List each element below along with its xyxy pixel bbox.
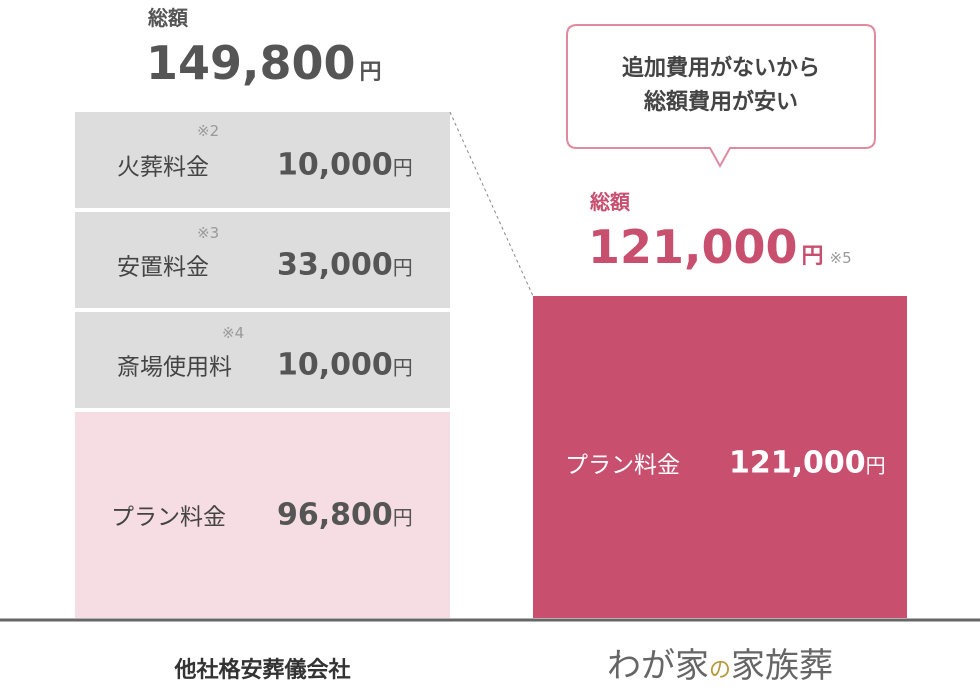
item-unit: 円 (392, 255, 413, 280)
item-row: 斎場使用料 10,000 円 (117, 347, 413, 382)
total: 149,800 円 (146, 36, 382, 90)
item-label: プラン料金 (565, 452, 680, 479)
dashed-connector (449, 111, 534, 297)
item-amount: 96,800 (277, 497, 393, 533)
brand-part: の (708, 658, 731, 683)
item-label: 斎場使用料 (117, 354, 232, 381)
total-unit: 円 (801, 244, 824, 269)
item-amount: 10,000 (277, 347, 393, 383)
total-unit: 円 (359, 60, 382, 85)
brand: わが家の家族葬 (533, 638, 907, 687)
item-amount: 121,000 (729, 445, 866, 481)
segment: ※4 斎場使用料 10,000 円 (75, 312, 450, 408)
item-amount: 10,000 (277, 147, 393, 183)
company-name: 他社格安葬儀会社 (174, 658, 351, 683)
item-row: 安置料金 33,000 円 (117, 247, 413, 282)
item-unit: 円 (865, 453, 886, 478)
item-label: 火葬料金 (117, 154, 209, 181)
segment: プラン料金 121,000 円 (533, 296, 907, 618)
item-unit: 円 (392, 505, 413, 530)
segment: ※3 安置料金 33,000 円 (75, 212, 450, 308)
callout-line: 追加費用がないから (621, 56, 820, 81)
total-amount: 121,000 (588, 220, 798, 274)
callout-bubble (566, 24, 876, 169)
total-label: 総額 (148, 6, 188, 30)
brand-part: わが家 (606, 646, 709, 686)
item-unit: 円 (392, 155, 413, 180)
item-row: 火葬料金 10,000 円 (117, 147, 413, 182)
item-row: プラン料金 121,000 円 (565, 446, 886, 481)
brand-part: 家族葬 (731, 646, 833, 686)
note: ※5 (829, 249, 852, 267)
callout-line: 総額費用が安い (643, 90, 798, 115)
total-label: 総額 (590, 190, 630, 214)
total: 121,000 円 ※5 (588, 220, 852, 274)
item-label: 安置料金 (117, 254, 209, 281)
item-amount: 33,000 (277, 247, 393, 283)
item-label: プラン料金 (111, 504, 226, 531)
note: ※3 (197, 224, 220, 242)
note: ※2 (197, 122, 220, 140)
callout: 追加費用がないから 総額費用が安い (567, 52, 875, 120)
note: ※4 (222, 324, 245, 342)
segment: ※2 火葬料金 10,000 円 (75, 112, 450, 208)
total-amount: 149,800 (146, 36, 356, 90)
item-unit: 円 (392, 355, 413, 380)
segment: プラン料金 96,800 円 (75, 412, 450, 618)
item-row: プラン料金 96,800 円 (111, 498, 413, 533)
